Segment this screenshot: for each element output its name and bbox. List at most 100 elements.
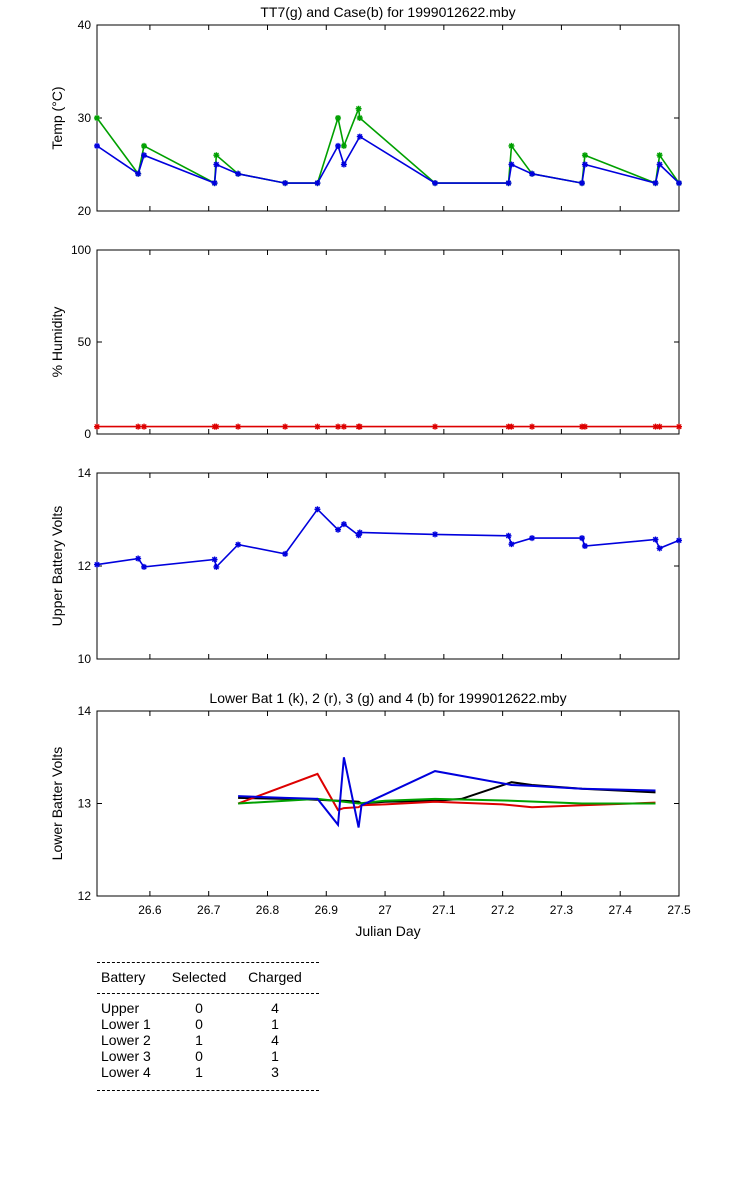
x-tick-label: 26.8	[256, 903, 280, 917]
y-axis-label: Upper Battery Volts	[49, 506, 65, 627]
x-tick-label: 27.4	[609, 903, 633, 917]
cell-battery: Upper	[101, 1000, 140, 1016]
header-charged: Charged	[248, 969, 302, 985]
data-point	[355, 105, 362, 112]
y-tick-label: 30	[78, 111, 92, 125]
cell-charged: 4	[271, 1032, 279, 1048]
table-top-rule	[97, 962, 319, 963]
x-tick-label: 27.2	[491, 903, 515, 917]
table-bottom-rule	[97, 1090, 319, 1091]
data-point	[135, 170, 142, 177]
series-line-4-4	[238, 757, 656, 828]
data-point	[335, 115, 342, 121]
data-point	[656, 152, 663, 159]
data-point	[213, 563, 220, 570]
cell-battery: Lower 3	[101, 1048, 151, 1064]
data-point	[579, 180, 585, 187]
chart-title: TT7(g) and Case(b) for 1999012622.mby	[260, 4, 515, 20]
data-point	[656, 545, 663, 552]
data-point	[282, 180, 289, 187]
table-row: Lower 1 0 1	[97, 1016, 319, 1032]
series-line-4-3	[238, 797, 656, 805]
data-point	[211, 556, 218, 563]
y-tick-label: 13	[78, 797, 92, 811]
data-point	[211, 180, 218, 187]
header-selected: Selected	[171, 969, 227, 985]
data-point	[652, 536, 659, 543]
data-point	[508, 142, 515, 149]
y-tick-label: 12	[78, 559, 92, 573]
data-point	[652, 423, 659, 430]
cell-selected: 0	[195, 1048, 203, 1064]
x-tick-label: 27.3	[550, 903, 574, 917]
data-point	[141, 152, 148, 159]
plot-frame-1	[96, 24, 680, 212]
x-tick-label: 26.6	[138, 903, 162, 917]
table-row: Lower 3 0 1	[97, 1048, 319, 1064]
x-tick-label: 27	[378, 903, 392, 917]
table-header-row: Battery Selected Charged	[97, 965, 319, 989]
data-point	[505, 180, 512, 187]
cell-charged: 3	[271, 1064, 279, 1080]
data-point	[340, 423, 347, 430]
data-point	[529, 170, 536, 177]
data-point	[135, 423, 142, 430]
cell-battery: Lower 4	[101, 1064, 151, 1080]
data-point	[432, 180, 439, 187]
plot-frame-3	[96, 472, 680, 660]
y-axis-label: % Humidity	[49, 307, 65, 378]
series-line-4-2	[237, 772, 656, 812]
data-point	[676, 537, 682, 544]
cell-selected: 0	[195, 1016, 203, 1032]
data-point	[282, 550, 289, 557]
x-tick-label: 27.5	[667, 903, 691, 917]
x-tick-label: 26.7	[197, 903, 221, 917]
data-point	[235, 170, 242, 177]
y-tick-label: 20	[78, 204, 92, 218]
data-point	[335, 423, 342, 430]
data-point	[213, 152, 220, 159]
x-tick-label: 26.9	[315, 903, 339, 917]
data-point	[213, 423, 220, 430]
plot-frame-2	[96, 249, 680, 435]
table-row: Upper 0 4	[97, 1000, 319, 1016]
data-point	[356, 133, 363, 140]
y-tick-label: 100	[71, 243, 91, 257]
table-header-rule	[97, 993, 319, 994]
cell-selected: 0	[195, 1000, 203, 1016]
data-point	[581, 543, 588, 550]
data-point	[356, 115, 363, 121]
data-point	[652, 180, 659, 187]
y-tick-label: 14	[78, 704, 92, 718]
y-tick-label: 40	[78, 18, 92, 32]
data-point	[282, 423, 289, 430]
data-point	[141, 563, 148, 570]
data-point	[94, 561, 100, 568]
table-row: Lower 2 1 4	[97, 1032, 319, 1048]
series-line-3-1	[96, 508, 680, 569]
y-tick-label: 50	[78, 335, 92, 349]
cell-battery: Lower 2	[101, 1032, 151, 1048]
cell-charged: 4	[271, 1000, 279, 1016]
data-point	[508, 541, 515, 548]
data-point	[529, 423, 536, 430]
data-point	[579, 535, 585, 542]
chart-title: Lower Bat 1 (k), 2 (r), 3 (g) and 4 (b) …	[209, 690, 566, 706]
cell-battery: Lower 1	[101, 1016, 151, 1032]
data-point	[356, 529, 363, 536]
header-battery: Battery	[101, 969, 146, 985]
table-row: Lower 4 1 3	[97, 1064, 319, 1080]
y-tick-label: 10	[78, 652, 92, 666]
data-point	[340, 521, 347, 528]
data-point	[94, 115, 100, 121]
y-axis-label: Lower Batter Volts	[49, 747, 65, 861]
cell-selected: 1	[195, 1064, 203, 1080]
x-tick-label: 27.1	[432, 903, 456, 917]
data-point	[340, 161, 347, 168]
data-point	[235, 423, 242, 430]
data-point	[135, 555, 142, 562]
data-point	[141, 142, 148, 149]
cell-charged: 1	[271, 1016, 279, 1032]
y-tick-label: 14	[78, 466, 92, 480]
